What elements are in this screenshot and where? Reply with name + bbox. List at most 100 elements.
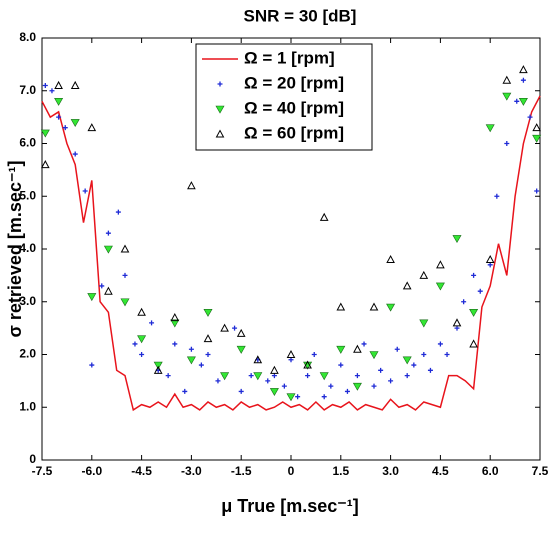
data-point — [281, 383, 287, 389]
data-point — [70, 80, 80, 89]
data-point — [139, 352, 145, 357]
data-point — [427, 367, 433, 373]
data-point — [286, 393, 296, 402]
y-tick-label: 2.0 — [19, 347, 36, 361]
data-point — [477, 288, 483, 294]
data-point — [352, 382, 362, 391]
x-tick-label: -7.5 — [32, 464, 53, 478]
y-tick-label: 1.0 — [19, 399, 36, 413]
data-point — [253, 355, 263, 364]
data-point — [336, 345, 346, 354]
data-point — [103, 245, 113, 254]
data-point — [149, 320, 155, 326]
data-point — [238, 388, 244, 394]
data-point — [371, 383, 377, 389]
data-point — [165, 373, 171, 379]
data-point — [87, 123, 97, 132]
data-point — [265, 378, 271, 384]
y-tick-label: 0 — [29, 452, 36, 466]
data-point — [311, 352, 317, 357]
data-point — [452, 235, 462, 244]
y-tick-label: 3.0 — [19, 294, 36, 308]
data-point — [87, 293, 97, 302]
data-point — [452, 318, 462, 327]
data-point — [469, 309, 479, 317]
y-tick-label: 8.0 — [19, 30, 36, 44]
data-point — [172, 341, 178, 347]
data-point — [502, 75, 512, 84]
data-point — [137, 335, 147, 344]
data-point — [520, 77, 526, 83]
data-point — [419, 319, 429, 328]
data-point — [485, 124, 495, 133]
data-point — [527, 114, 533, 120]
data-point — [203, 334, 213, 343]
data-point — [394, 346, 400, 352]
data-point — [485, 254, 495, 264]
data-point — [137, 307, 146, 316]
data-point — [471, 272, 477, 278]
data-point — [253, 372, 263, 381]
x-tick-label: -6.0 — [81, 464, 102, 478]
chart-title: SNR = 30 [dB] — [244, 6, 357, 25]
y-tick-label: 5.0 — [19, 188, 36, 202]
data-point — [319, 372, 329, 381]
data-point — [105, 230, 111, 236]
x-tick-label: 4.5 — [432, 464, 449, 478]
data-point — [388, 378, 394, 384]
legend-swatch — [215, 105, 225, 114]
data-point — [132, 341, 138, 347]
data-point — [54, 98, 64, 106]
data-point — [378, 367, 384, 373]
y-axis-label: σ retrieved [m.sec⁻¹] — [5, 161, 25, 338]
x-tick-label: -1.5 — [231, 464, 252, 478]
data-point — [115, 209, 121, 215]
data-point — [288, 357, 294, 363]
x-tick-label: 0 — [288, 464, 295, 478]
data-point — [532, 123, 542, 132]
data-point — [303, 360, 312, 369]
legend-label: Ω = 40 [rpm] — [244, 98, 344, 117]
legend-swatch — [217, 81, 223, 87]
legend-swatch — [215, 129, 225, 138]
data-point — [232, 325, 238, 331]
data-point — [519, 65, 528, 74]
data-point — [122, 272, 128, 278]
data-point — [461, 299, 467, 305]
data-point — [187, 181, 196, 190]
data-point — [386, 254, 395, 264]
data-point — [82, 188, 88, 194]
data-point — [104, 286, 113, 295]
data-point — [99, 283, 105, 289]
y-tick-label: 6.0 — [19, 136, 36, 150]
data-point — [42, 82, 48, 88]
data-point — [344, 388, 350, 394]
x-tick-label: 1.5 — [332, 464, 349, 478]
data-point — [236, 345, 246, 354]
data-point — [170, 319, 180, 328]
data-point — [419, 270, 429, 279]
data-point — [444, 352, 450, 357]
data-point — [215, 378, 221, 384]
data-point — [40, 160, 50, 169]
data-point — [120, 298, 130, 307]
legend-label: Ω = 1 [rpm] — [244, 48, 335, 67]
data-point — [205, 352, 211, 357]
data-point — [248, 373, 254, 379]
data-point — [305, 373, 311, 379]
data-point — [369, 351, 379, 360]
data-point — [421, 352, 427, 357]
data-point — [404, 373, 410, 379]
x-tick-label: 6.0 — [482, 464, 499, 478]
data-point — [469, 339, 478, 348]
data-point — [321, 394, 327, 400]
data-point — [220, 323, 229, 332]
data-point — [487, 262, 493, 268]
data-point — [328, 383, 334, 389]
data-point — [49, 88, 55, 94]
data-point — [435, 282, 445, 291]
x-tick-label: 7.5 — [532, 464, 549, 478]
data-point — [361, 341, 367, 347]
data-point — [270, 365, 279, 374]
